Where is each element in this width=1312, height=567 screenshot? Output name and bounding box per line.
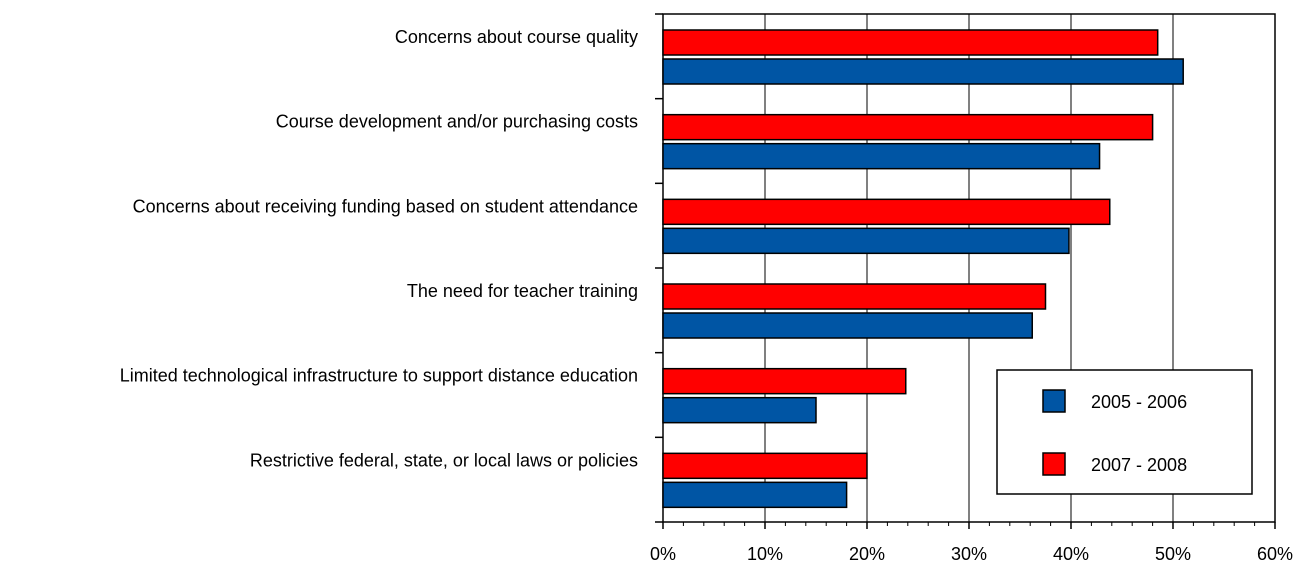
legend-swatch (1042, 389, 1066, 413)
bar-series-2007-2008 (662, 452, 868, 480)
category-labels: Concerns about course quality Course deve… (120, 27, 638, 470)
bar-series-2005-2006 (662, 396, 817, 424)
category-label: Limited technological infrastructure to … (120, 366, 638, 386)
bar-series-2005-2006 (662, 142, 1101, 170)
legend-box (996, 369, 1253, 495)
bar-series-2007-2008 (662, 367, 907, 395)
axis-ticks (655, 13, 1276, 529)
x-tick-label: 10% (747, 544, 783, 564)
legend-label: 2005 - 2006 (1091, 392, 1187, 412)
category-label: Concerns about course quality (395, 27, 638, 47)
bar-series-2007-2008 (662, 29, 1159, 56)
legend: 2005 - 2006 2007 - 2008 (996, 369, 1253, 495)
bars (662, 29, 1184, 509)
category-label: Restrictive federal, state, or local law… (250, 450, 638, 470)
bar-series-2005-2006 (662, 227, 1070, 255)
category-label: Concerns about receiving funding based o… (133, 196, 638, 216)
x-tick-label: 0% (650, 544, 676, 564)
bar-series-2007-2008 (662, 113, 1154, 141)
x-tick-label: 30% (951, 544, 987, 564)
x-tick-label: 40% (1053, 544, 1089, 564)
bar-series-2005-2006 (662, 312, 1033, 339)
x-tick-label: 50% (1155, 544, 1191, 564)
bar-series-2005-2006 (662, 481, 848, 509)
bar-series-2007-2008 (662, 198, 1111, 226)
x-tick-labels: 0% 10% 20% 30% 40% 50% 60% (650, 544, 1293, 564)
legend-label: 2007 - 2008 (1091, 455, 1187, 475)
category-label: The need for teacher training (407, 281, 638, 301)
x-tick-label: 20% (849, 544, 885, 564)
category-label: Course development and/or purchasing cos… (276, 112, 638, 132)
legend-swatch (1042, 452, 1066, 476)
x-tick-label: 60% (1257, 544, 1293, 564)
bar-series-2007-2008 (662, 283, 1047, 310)
bar-series-2005-2006 (662, 58, 1184, 85)
